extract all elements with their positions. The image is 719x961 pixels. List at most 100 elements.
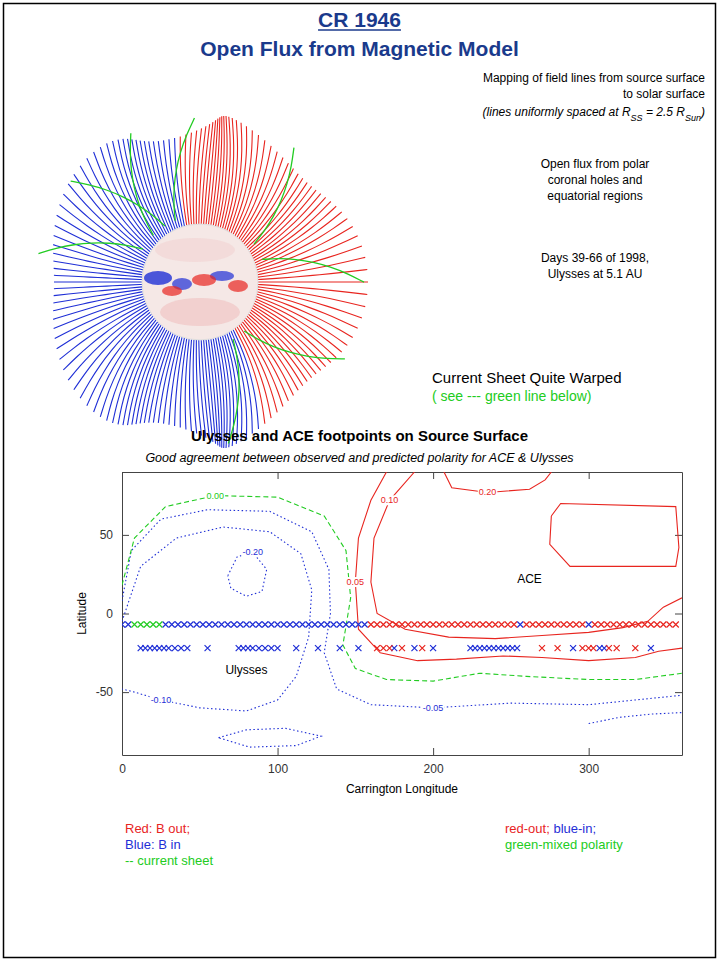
field-line — [201, 340, 209, 440]
footpoint — [281, 622, 287, 628]
contour-line — [122, 510, 682, 708]
tick-mark — [278, 472, 279, 479]
field-line-open-mixed — [262, 259, 364, 282]
footpoint — [555, 622, 561, 628]
footpoint — [250, 645, 256, 651]
tick-label: 100 — [268, 762, 288, 776]
field-line — [208, 119, 217, 225]
field-line — [63, 306, 147, 370]
field-line — [258, 284, 367, 294]
note-part: = 2.5 R — [643, 105, 686, 119]
tick-mark — [278, 748, 279, 755]
footpoint — [131, 622, 137, 628]
contour-line — [355, 472, 682, 661]
footpoint — [617, 622, 623, 628]
footpoint — [579, 622, 585, 628]
sun-patch — [160, 298, 240, 326]
field-line — [239, 325, 277, 412]
axis-line — [123, 472, 683, 473]
note: coronal holes and — [548, 173, 643, 187]
field-line — [258, 289, 362, 318]
footpoint — [486, 622, 492, 628]
footpoint — [194, 622, 200, 628]
field-line — [57, 301, 146, 349]
footpoint — [287, 622, 293, 628]
footpoint — [337, 622, 343, 628]
footpoint — [548, 622, 554, 628]
footpoint — [172, 645, 178, 651]
tick — [675, 614, 682, 615]
tick-label: 0 — [106, 607, 113, 621]
footpoint — [205, 645, 211, 651]
tick-label: 50 — [100, 528, 114, 542]
sun-patch — [144, 271, 172, 285]
field-line — [55, 299, 145, 339]
footpoint — [206, 622, 212, 628]
footpoint-series — [122, 622, 592, 628]
footpoint — [156, 622, 162, 628]
footpoint — [122, 622, 125, 628]
footpoint — [387, 622, 393, 628]
tick-label: 200 — [424, 762, 444, 776]
contour-label: 0.10 — [381, 495, 399, 505]
field-line — [153, 334, 175, 422]
footpoint — [399, 622, 405, 628]
contour-label: 0.05 — [347, 577, 365, 587]
field-line — [60, 205, 147, 261]
axis: -50050 — [96, 473, 129, 756]
footpoint — [399, 645, 405, 651]
label-patch — [150, 695, 173, 705]
tick-mark — [675, 614, 682, 615]
field-line — [247, 316, 303, 386]
field-line — [53, 245, 143, 270]
footpoint — [268, 622, 274, 628]
field-line — [175, 338, 185, 426]
axis-line — [682, 473, 683, 756]
footpoint — [355, 645, 361, 651]
footpoint — [648, 622, 654, 628]
footpoint — [632, 645, 638, 651]
footpoint — [517, 622, 523, 628]
axis-title: Latitude — [75, 592, 89, 635]
field-line — [193, 131, 196, 225]
note: Current Sheet Quite Warped — [432, 369, 622, 386]
contour-line — [228, 552, 267, 596]
tick: 300 — [579, 748, 599, 776]
tick-mark — [589, 748, 590, 755]
subtitle: Open Flux from Magnetic Model — [200, 37, 519, 60]
footpoint — [443, 622, 449, 628]
footpoint-series — [138, 645, 654, 651]
note-part: (lines uniformly spaced at R — [483, 105, 631, 119]
footpoint — [178, 645, 184, 651]
slide-border — [4, 4, 716, 958]
footpoint — [237, 622, 243, 628]
footpoint — [480, 622, 486, 628]
contour-label: -0.20 — [242, 547, 263, 557]
footpoint — [318, 622, 324, 628]
sun-disk — [142, 224, 258, 340]
title: CR 1946 — [318, 8, 401, 31]
axis: 0100200300 — [119, 748, 682, 776]
field-line — [190, 339, 192, 431]
footpoint — [169, 622, 175, 628]
title-underline — [318, 29, 401, 31]
field-line — [54, 275, 142, 279]
note: (lines uniformly spaced at RSS = 2.5 RSu… — [483, 105, 705, 123]
tick-mark — [675, 692, 682, 693]
field-line — [256, 296, 347, 345]
tick — [589, 472, 590, 479]
field-line — [258, 287, 365, 307]
footpoint — [374, 645, 380, 651]
footpoint — [380, 622, 386, 628]
polarity-note: green-mixed polarity — [505, 837, 623, 852]
contour-line — [122, 496, 682, 682]
footpoint — [586, 622, 592, 628]
footpoint — [648, 645, 654, 651]
footpoint — [635, 622, 641, 628]
field-line — [196, 128, 201, 224]
footpoint — [181, 622, 187, 628]
sun-patch — [155, 238, 235, 262]
footpoint — [418, 622, 424, 628]
axis-line — [123, 755, 683, 756]
contour-line — [589, 713, 682, 724]
